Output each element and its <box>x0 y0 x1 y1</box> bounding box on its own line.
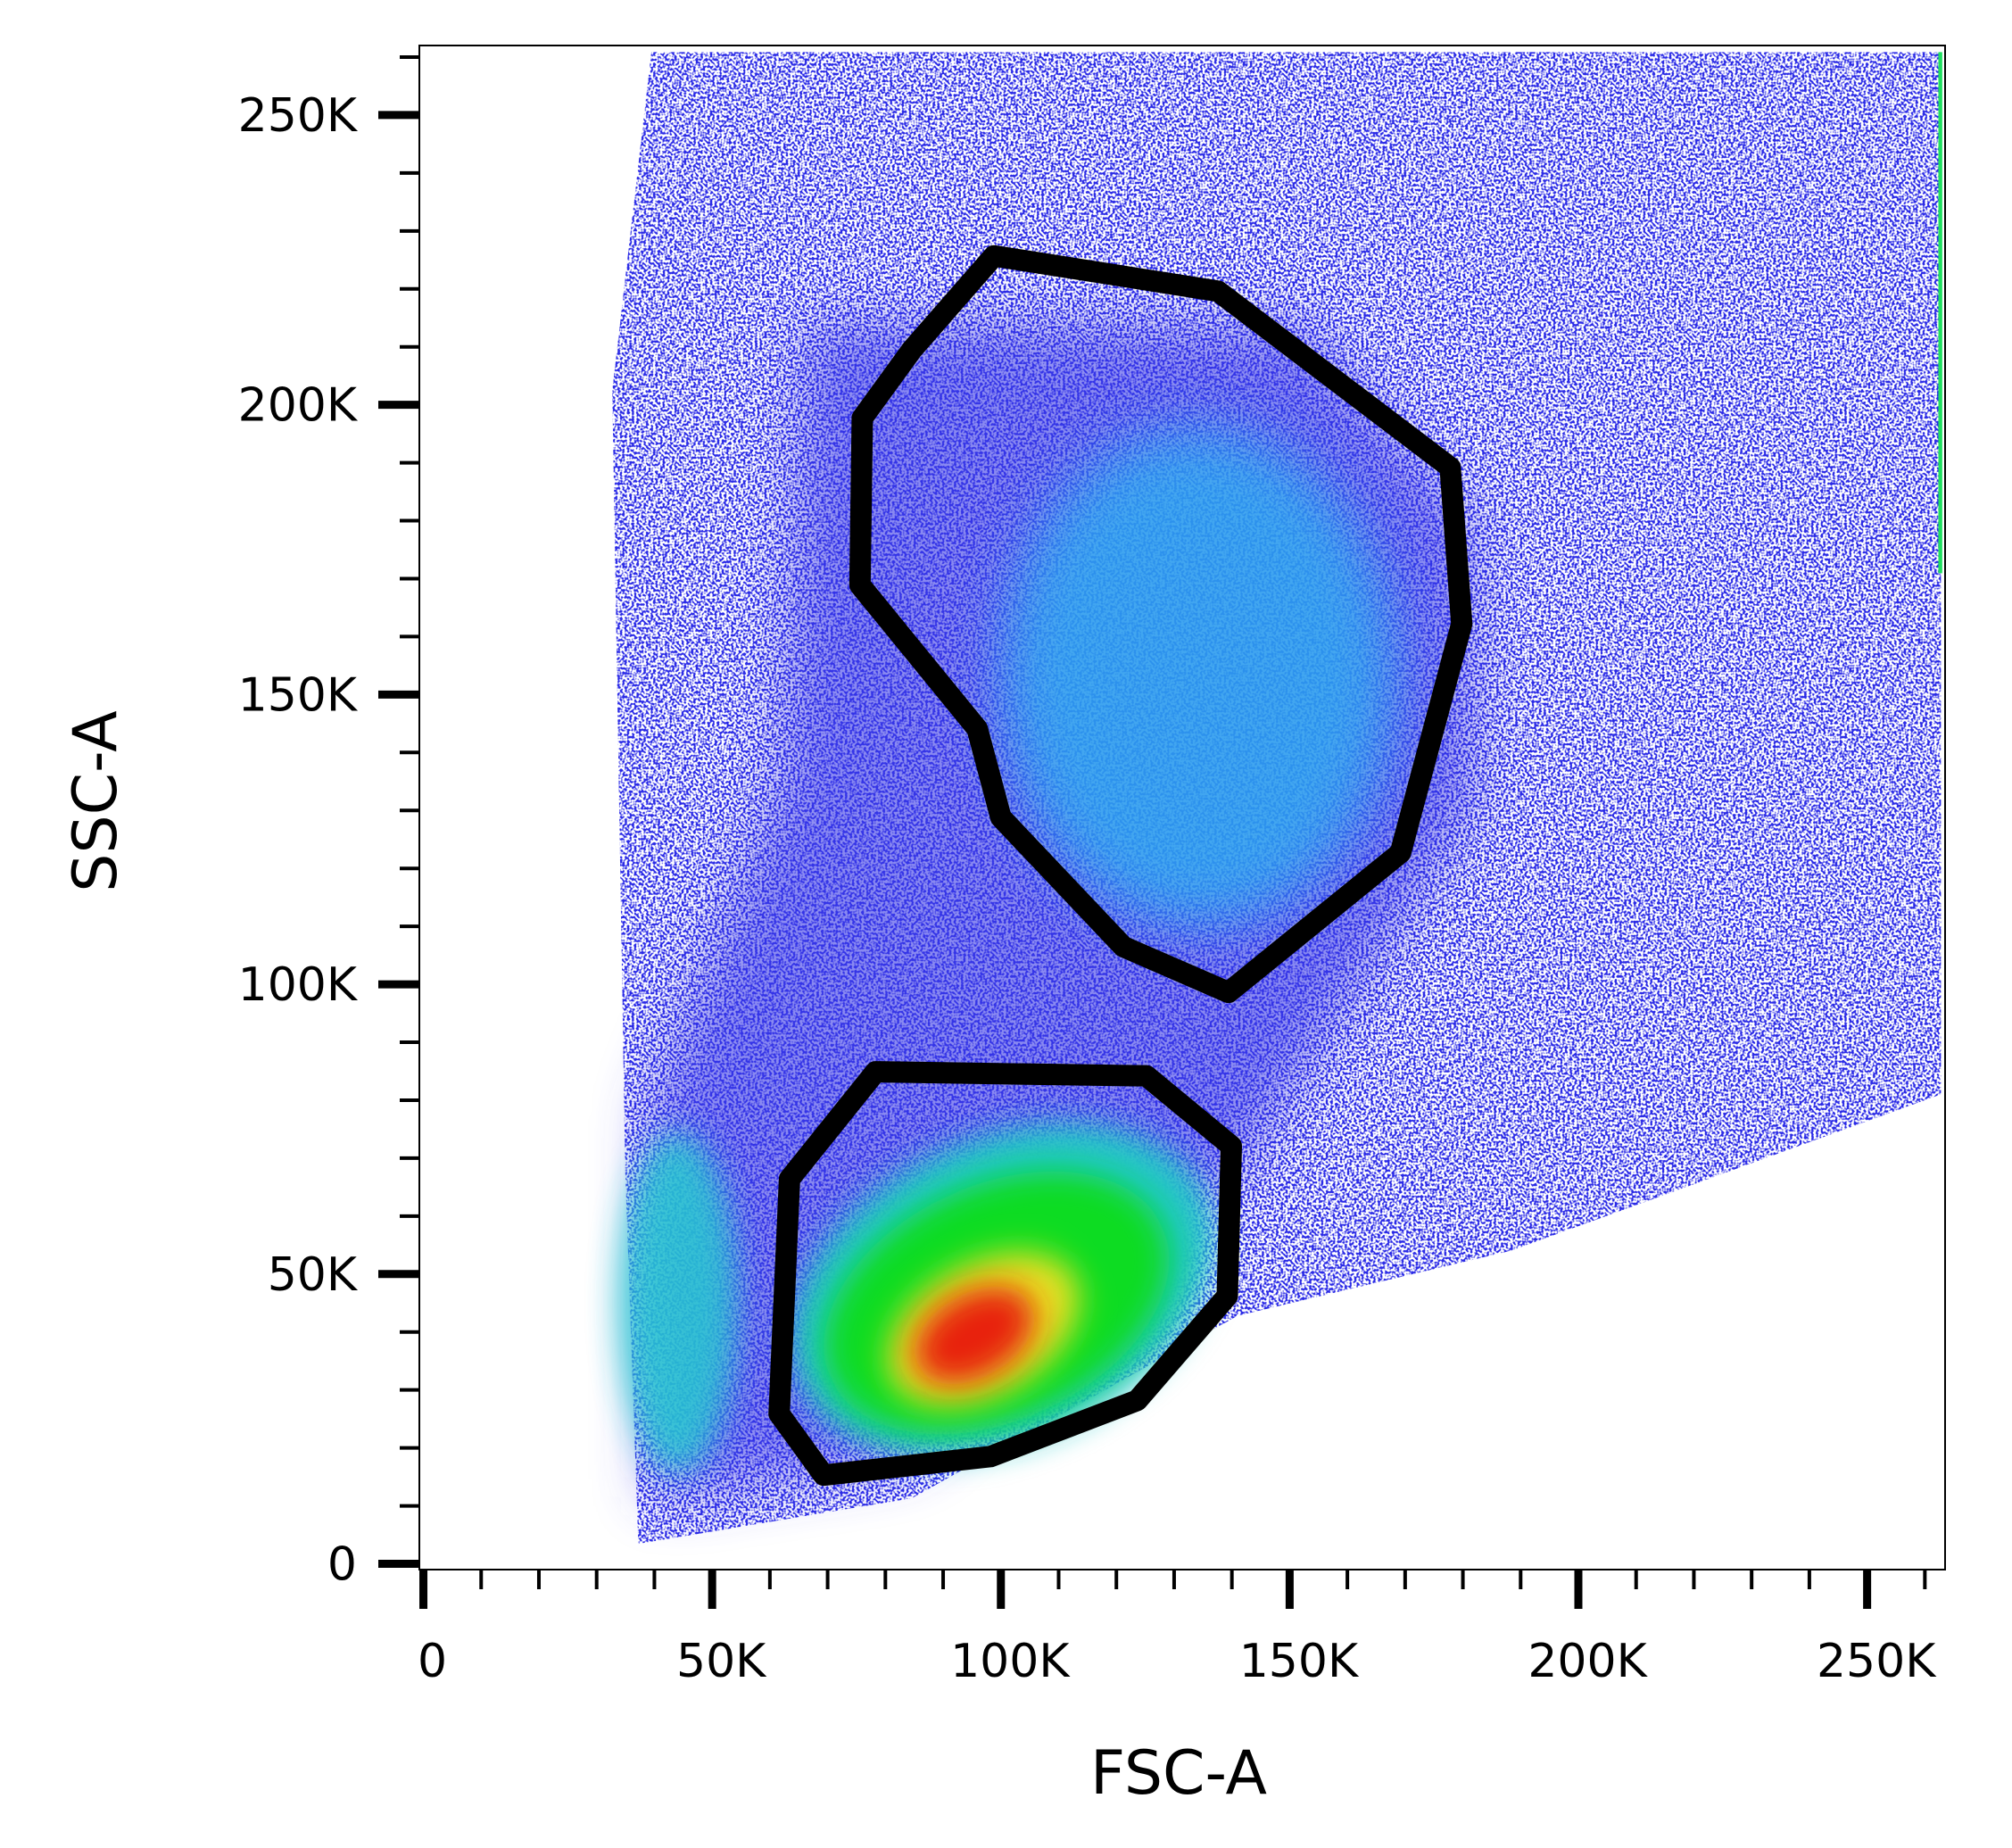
y-tick-label: 50K <box>268 1248 359 1302</box>
density-upper-cluster <box>1003 429 1395 925</box>
x-tick-label: 0 <box>418 1635 447 1688</box>
density-cloud <box>612 52 1942 1545</box>
y-tick-label: 250K <box>238 89 359 143</box>
y-axis-label: SSC-A <box>61 710 131 891</box>
x-tick-label: 100K <box>950 1635 1071 1688</box>
y-tick-label: 200K <box>238 379 359 433</box>
density-edge <box>1938 52 1942 574</box>
y-tick-label: 150K <box>238 668 359 722</box>
density-lower-red <box>914 1287 1035 1384</box>
gate <box>768 1061 1243 1487</box>
density-left-cluster <box>618 1133 736 1472</box>
x-axis-label: FSC-A <box>1090 1738 1267 1809</box>
plot-frame <box>418 45 1946 1570</box>
y-tick-label: 100K <box>238 958 359 1012</box>
x-tick-label: 50K <box>676 1635 767 1688</box>
x-tick-label: 250K <box>1817 1635 1937 1688</box>
gate <box>849 244 1473 1004</box>
y-tick-label: 0 <box>327 1538 357 1592</box>
x-tick-label: 150K <box>1239 1635 1360 1688</box>
x-tick-label: 200K <box>1528 1635 1648 1688</box>
